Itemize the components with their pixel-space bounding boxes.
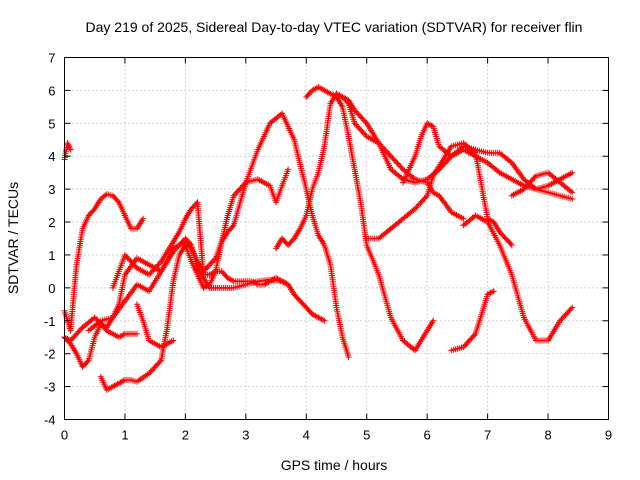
y-tick-label: -4	[44, 413, 56, 428]
ticks: 0 1 2 3 4 5 6 7 8 9 -4 -3 -2 -1 0 1 2 3 4 5 6 7	[44, 51, 612, 443]
x-tick-label: 6	[424, 428, 431, 443]
x-tick-label: 1	[121, 428, 128, 443]
chart-title: Day 219 of 2025, Sidereal Day-to-day VTE…	[86, 19, 583, 35]
x-tick-label: 8	[544, 428, 551, 443]
y-tick-label: 6	[48, 83, 55, 98]
y-tick-label: 7	[48, 51, 55, 66]
series-markers	[109, 199, 292, 291]
plot-frame	[64, 57, 609, 420]
series-markers	[61, 140, 74, 163]
series-sat-a	[61, 140, 74, 163]
y-tick-label: -3	[44, 380, 56, 395]
series-markers	[400, 120, 576, 193]
series-sat-o	[460, 212, 576, 344]
series-sat-p	[508, 169, 576, 199]
series-sat-j	[303, 84, 437, 354]
x-tick-label: 2	[182, 428, 189, 443]
y-tick-label: 2	[48, 215, 55, 230]
series-sat-b	[61, 191, 147, 334]
x-tick-label: 9	[605, 428, 612, 443]
y-tick-label: -1	[44, 314, 56, 329]
x-axis-label: GPS time / hours	[281, 457, 388, 473]
x-tick-label: 4	[303, 428, 310, 443]
x-tick-label: 3	[242, 428, 249, 443]
series-line	[341, 96, 573, 200]
series-markers	[85, 110, 352, 360]
series-sat-n	[448, 288, 497, 354]
series-sat-m	[400, 120, 576, 193]
x-tick-label: 7	[484, 428, 491, 443]
series-markers	[134, 301, 177, 351]
x-tick-label: 5	[363, 428, 370, 443]
series-sat-h	[134, 301, 177, 351]
series-line	[87, 112, 350, 358]
y-tick-label: 0	[48, 281, 55, 296]
y-tick-label: 4	[48, 149, 55, 164]
series-sat-f	[85, 110, 352, 360]
series-markers	[448, 288, 497, 354]
series-markers	[508, 169, 576, 199]
x-tick-label: 0	[61, 428, 68, 443]
grid	[64, 57, 609, 420]
y-tick-label: 3	[48, 182, 55, 197]
series-markers	[303, 84, 437, 354]
series-markers	[460, 212, 576, 344]
y-tick-label: -2	[44, 347, 56, 362]
y-tick-label: 1	[48, 248, 55, 263]
series-layer	[61, 84, 576, 393]
y-tick-label: 5	[48, 116, 55, 131]
y-axis-label: SDTVAR / TECUs	[5, 182, 21, 294]
series-sat-g	[109, 199, 292, 291]
